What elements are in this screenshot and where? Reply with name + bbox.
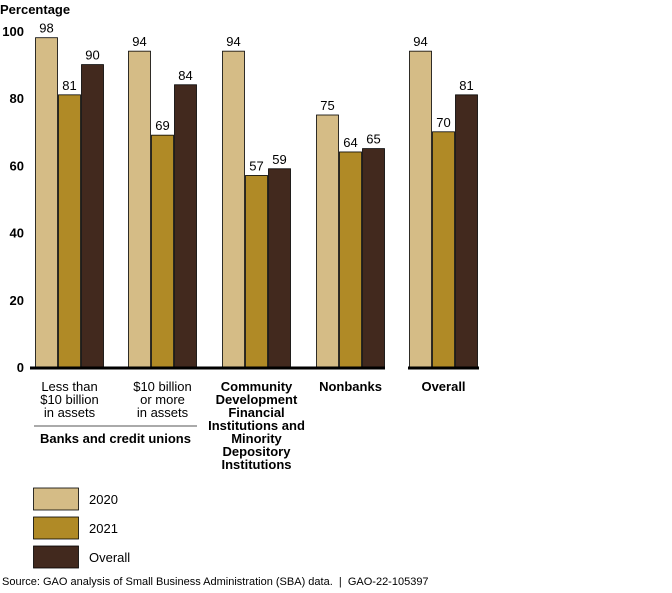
bar [58, 94, 81, 368]
category-group: Banks and credit unions [34, 425, 197, 446]
y-tick-label: 60 [10, 158, 24, 173]
y-tick-label: 20 [10, 293, 24, 308]
data-label: 70 [436, 115, 450, 130]
group-label: Banks and credit unions [40, 431, 191, 446]
category-label: Minority [231, 431, 282, 446]
data-label: 81 [459, 78, 473, 93]
legend-label: 2020 [89, 492, 118, 507]
category-label: $10 billion [40, 392, 99, 407]
y-tick-label: 0 [17, 360, 24, 375]
category-label: Nonbanks [319, 379, 382, 394]
bar [409, 50, 432, 368]
bar [35, 37, 58, 368]
y-tick-label: 40 [10, 226, 24, 241]
data-label: 65 [366, 132, 380, 147]
bar [222, 50, 245, 368]
data-label: 94 [413, 34, 427, 49]
bar [339, 151, 362, 368]
data-label: 69 [155, 118, 169, 133]
data-label: 59 [272, 152, 286, 167]
category-label: Overall [421, 379, 465, 394]
bar [128, 50, 151, 368]
bar [362, 148, 385, 368]
category-label: in assets [137, 405, 189, 420]
y-axis-label: Percentage [0, 2, 70, 17]
category-label: Community [221, 379, 293, 394]
data-label: 94 [132, 34, 146, 49]
legend-swatch [33, 545, 79, 569]
data-label: 81 [62, 78, 76, 93]
legend-swatch [33, 487, 79, 511]
legend: 2020 2021 Overall [33, 487, 130, 569]
bar [316, 114, 339, 368]
y-tick-label: 100 [2, 24, 24, 39]
bars [35, 37, 478, 368]
category-label: in assets [44, 405, 96, 420]
data-labels: 98 94 94 75 94 81 69 57 64 70 90 84 59 65 81 [39, 21, 473, 174]
data-label: 75 [320, 98, 334, 113]
category-label: Depository [223, 444, 292, 459]
data-label: 64 [343, 135, 357, 150]
data-label: 98 [39, 21, 53, 36]
bar [174, 84, 197, 368]
bar [268, 168, 291, 368]
bar [245, 175, 268, 368]
legend-label: Overall [89, 550, 130, 565]
category-label: Institutions and [208, 418, 305, 433]
data-label: 94 [226, 34, 240, 49]
data-label: 84 [178, 68, 192, 83]
category-label: Institutions [221, 457, 291, 472]
legend-label: 2021 [89, 521, 118, 536]
bar [151, 134, 174, 368]
bar [81, 64, 104, 368]
source-note: Source: GAO analysis of Small Business A… [2, 576, 429, 588]
category-label: Financial [228, 405, 284, 420]
legend-swatch [33, 516, 79, 540]
y-axis-ticks: 0 20 40 60 80 100 [2, 24, 24, 375]
category-label: Development [216, 392, 298, 407]
data-label: 57 [249, 158, 263, 173]
category-label: or more [140, 392, 185, 407]
data-label: 90 [85, 48, 99, 63]
bar [432, 131, 455, 368]
category-label: Less than [41, 379, 97, 394]
bar [455, 94, 478, 368]
y-tick-label: 80 [10, 91, 24, 106]
category-label: $10 billion [133, 379, 192, 394]
